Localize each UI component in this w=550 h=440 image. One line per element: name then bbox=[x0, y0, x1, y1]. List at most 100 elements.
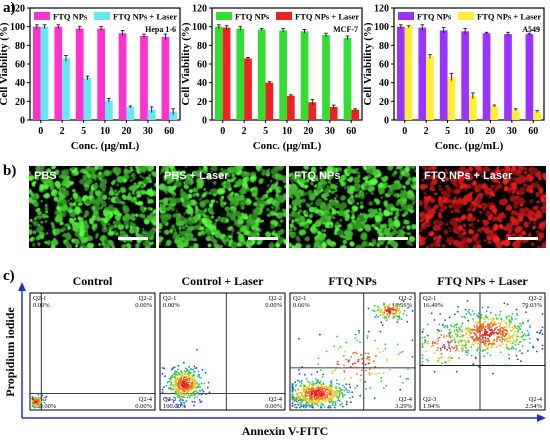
scatter-point bbox=[496, 318, 498, 321]
scatter-point bbox=[519, 322, 521, 325]
scatter-point bbox=[458, 326, 461, 329]
scatter-point bbox=[397, 353, 400, 356]
flow-plot-frame bbox=[159, 292, 286, 411]
scatter-point bbox=[323, 406, 326, 409]
scatter-point bbox=[515, 333, 518, 336]
scatter-point bbox=[184, 386, 187, 388]
scatter-point bbox=[346, 389, 349, 392]
scatter-point bbox=[345, 358, 348, 361]
scatter-point bbox=[495, 326, 498, 329]
y-tick-label: 40 bbox=[15, 78, 25, 89]
scatter-point bbox=[317, 387, 320, 389]
scatter-point bbox=[300, 380, 303, 383]
scatter-point bbox=[446, 340, 449, 343]
scatter-point bbox=[207, 386, 209, 389]
scatter-point bbox=[499, 344, 502, 347]
scatter-point bbox=[493, 329, 496, 332]
scatter-point bbox=[376, 347, 379, 350]
scatter-point bbox=[358, 329, 360, 332]
scatter-point bbox=[361, 362, 364, 365]
quadrant-name: Q2-3 bbox=[293, 396, 306, 403]
scatter-cloud-1 bbox=[31, 394, 48, 409]
scatter-point bbox=[343, 393, 346, 396]
scatter-point bbox=[175, 393, 177, 395]
scatter-point bbox=[515, 340, 517, 343]
scatter-point bbox=[296, 393, 299, 395]
scatter-point bbox=[306, 397, 308, 400]
x-tick-label: 5 bbox=[445, 126, 450, 137]
scatter-point bbox=[339, 388, 342, 390]
scatter-point bbox=[480, 338, 483, 341]
scatter-point bbox=[463, 339, 466, 342]
scatter-point bbox=[451, 339, 454, 342]
scatter-point bbox=[198, 398, 201, 401]
bar bbox=[322, 35, 330, 120]
x-tick-label: 30 bbox=[507, 126, 517, 137]
scatter-point bbox=[516, 358, 519, 361]
scatter-point bbox=[397, 318, 400, 321]
scatter-point bbox=[438, 357, 441, 360]
scatter-point bbox=[309, 383, 311, 386]
scatter-point bbox=[174, 376, 177, 379]
scatter-point bbox=[360, 369, 363, 372]
scatter-point bbox=[457, 305, 460, 308]
scatter-point bbox=[407, 377, 410, 380]
scatter-point bbox=[173, 396, 175, 399]
x-tick-label: 30 bbox=[325, 126, 335, 137]
scatter-point bbox=[339, 403, 342, 406]
scatter-point bbox=[518, 326, 521, 329]
scatter-point bbox=[38, 406, 41, 409]
scatter-point bbox=[368, 368, 371, 371]
quadrant-value: 0.00% bbox=[265, 302, 282, 309]
scatter-point bbox=[455, 326, 458, 329]
scale-bar bbox=[248, 237, 278, 240]
scatter-point bbox=[177, 385, 180, 387]
scatter-point bbox=[482, 339, 485, 342]
scatter-point bbox=[490, 322, 492, 325]
scatter-point bbox=[182, 375, 185, 378]
scatter-point bbox=[436, 359, 439, 362]
scatter-point bbox=[481, 325, 484, 328]
scatter-point bbox=[392, 316, 394, 319]
scatter-point bbox=[186, 386, 189, 389]
scatter-point bbox=[421, 344, 424, 346]
scatter-point bbox=[473, 340, 476, 342]
scatter-point bbox=[453, 313, 456, 316]
scatter-point bbox=[394, 308, 396, 311]
x-axis-label: Annexin V-FITC bbox=[242, 424, 329, 438]
scatter-point bbox=[367, 352, 370, 355]
scatter-point bbox=[333, 345, 336, 348]
scatter-point bbox=[460, 341, 463, 343]
scatter-point bbox=[489, 318, 492, 320]
scatter-point bbox=[425, 350, 428, 353]
scatter-point bbox=[300, 393, 303, 395]
scatter-point bbox=[193, 382, 196, 384]
scatter-point bbox=[182, 387, 185, 390]
scatter-point bbox=[461, 335, 464, 338]
scatter-point bbox=[508, 334, 511, 337]
bar bbox=[140, 36, 148, 120]
scatter-point bbox=[424, 336, 426, 339]
scatter-point bbox=[443, 347, 446, 350]
scatter-point bbox=[470, 332, 472, 335]
scatter-point bbox=[473, 312, 476, 315]
scatter-cloud-4 bbox=[421, 300, 544, 375]
scatter-point bbox=[318, 382, 321, 385]
y-tick-label: 80 bbox=[15, 41, 25, 52]
scatter-point bbox=[382, 387, 385, 389]
scatter-point bbox=[193, 404, 195, 407]
y-tick-label: 0 bbox=[384, 116, 389, 127]
scatter-point bbox=[323, 395, 326, 397]
scatter-point bbox=[368, 358, 371, 361]
scatter-point bbox=[166, 381, 169, 384]
scatter-point bbox=[433, 319, 436, 321]
scatter-point bbox=[320, 396, 323, 399]
scatter-point bbox=[536, 331, 539, 334]
scatter-point bbox=[336, 360, 339, 363]
scatter-point bbox=[193, 365, 196, 368]
scatter-point bbox=[327, 406, 330, 409]
scatter-point bbox=[442, 324, 445, 327]
scatter-point bbox=[312, 387, 315, 390]
x-tick-label: 10 bbox=[100, 126, 110, 137]
scatter-point bbox=[501, 336, 503, 338]
